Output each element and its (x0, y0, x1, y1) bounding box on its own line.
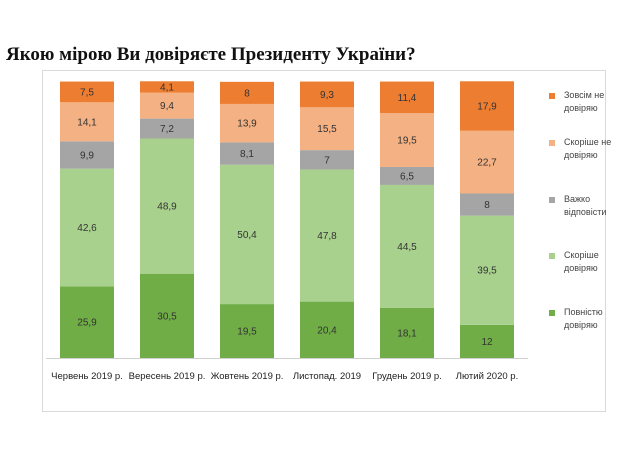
data-label: 11,4 (398, 93, 417, 104)
legend-swatch (549, 310, 555, 316)
bar-segment (380, 307, 434, 358)
bar-segment (140, 273, 194, 358)
bar-segment (220, 142, 274, 165)
legend-swatch (549, 93, 555, 99)
bar-segment (60, 286, 114, 358)
bar-segment (140, 92, 194, 119)
bar-segment (140, 81, 194, 93)
bar-segment (220, 81, 274, 104)
bar-segment (60, 102, 114, 142)
legend-swatch (549, 253, 555, 259)
legend-label: Повністю (564, 307, 603, 317)
bar-segment (220, 304, 274, 358)
bar-segment (300, 169, 354, 302)
bar-segment (460, 215, 514, 325)
bar-segment (380, 166, 434, 185)
data-label: 8,1 (240, 149, 254, 160)
bar-segment (460, 130, 514, 194)
bar-segment (460, 81, 514, 131)
data-label: 42,6 (77, 223, 97, 234)
data-label: 9,4 (160, 101, 174, 112)
data-label: 7,2 (160, 124, 174, 135)
data-label: 18,1 (397, 328, 417, 339)
category-label: Грудень 2019 р. (372, 371, 442, 382)
bar-segment (60, 81, 114, 103)
data-label: 17,9 (477, 102, 497, 113)
category-label: Вересень 2019 р. (129, 371, 206, 382)
data-label: 20,4 (317, 325, 337, 336)
data-label: 25,9 (77, 318, 97, 329)
legend-label: довіряю (564, 150, 598, 160)
bar-segment (140, 138, 194, 274)
bar-segment (300, 81, 354, 108)
legend-label: Зовсім не (564, 90, 604, 100)
data-label: 19,5 (237, 327, 257, 338)
data-label: 9,9 (80, 150, 94, 161)
legend-swatch (549, 140, 555, 146)
bar-segment (380, 184, 434, 308)
category-label: Листопад. 2019 (293, 371, 361, 382)
data-label: 13,9 (237, 119, 257, 130)
legend-label: довіряю (564, 320, 598, 330)
data-label: 9,3 (320, 90, 334, 101)
bar-segment (300, 301, 354, 358)
chart-title: Якою мірою Ви довіряєте Президенту Украї… (6, 44, 416, 65)
data-label: 30,5 (157, 311, 177, 322)
data-label: 4,1 (160, 82, 174, 93)
category-label: Жовтень 2019 р. (211, 371, 284, 382)
data-label: 48,9 (157, 202, 177, 213)
data-label: 14,1 (77, 117, 97, 128)
bar-segment (220, 164, 274, 305)
bar-segment (220, 103, 274, 143)
data-label: 44,5 (397, 242, 417, 253)
legend-label: Скоріше (564, 250, 599, 260)
bar-segment (300, 107, 354, 151)
data-label: 7,5 (80, 87, 94, 98)
data-label: 6,5 (400, 171, 414, 182)
bar-segment (460, 193, 514, 216)
legend-swatch (549, 197, 555, 203)
category-label: Червень 2019 р. (51, 371, 123, 382)
data-label: 8 (484, 200, 490, 211)
bar-segment (380, 81, 434, 114)
bar-segment (60, 168, 114, 287)
data-label: 47,8 (317, 231, 337, 242)
data-label: 50,4 (237, 230, 257, 241)
data-label: 12 (481, 337, 493, 348)
data-label: 8 (244, 88, 250, 99)
bar-segment (60, 141, 114, 169)
legend-label: довіряю (564, 263, 598, 273)
legend-label: Важко (564, 194, 590, 204)
chart-frame (42, 70, 606, 412)
data-label: 19,5 (397, 136, 417, 147)
legend-label: Скоріше не (564, 137, 611, 147)
legend-label: довіряю (564, 103, 598, 113)
data-label: 22,7 (477, 158, 497, 169)
data-label: 39,5 (477, 266, 497, 277)
bar-segment (460, 324, 514, 358)
bar-segment (300, 150, 354, 170)
data-label: 7 (324, 155, 330, 166)
legend-label: відповісти (564, 207, 606, 217)
bar-segment (140, 118, 194, 139)
data-label: 15,5 (317, 124, 337, 135)
category-label: Лютий 2020 р. (456, 371, 518, 382)
bar-segment (380, 113, 434, 167)
